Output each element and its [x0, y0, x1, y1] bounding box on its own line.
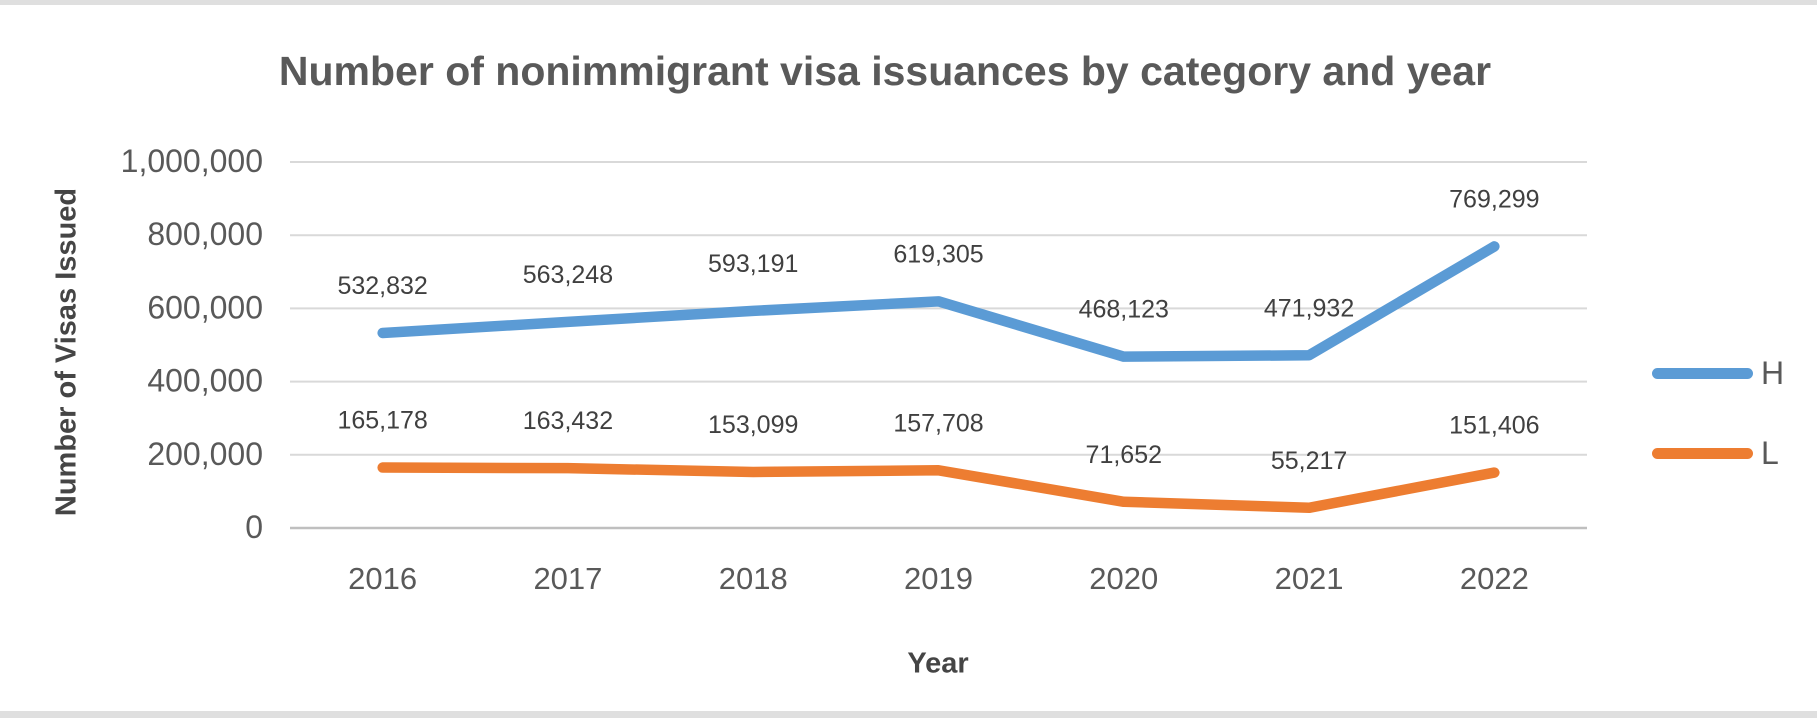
data-label-L-2020: 71,652	[1086, 441, 1162, 469]
data-label-L-2022: 151,406	[1449, 412, 1539, 440]
legend-item-H: H	[1652, 354, 1784, 392]
data-label-L-2021: 55,217	[1271, 447, 1347, 475]
x-tick-label: 2019	[904, 561, 973, 596]
data-label-H-2022: 769,299	[1449, 185, 1539, 213]
y-tick-label: 800,000	[147, 216, 263, 252]
data-label-H-2016: 532,832	[337, 272, 427, 300]
legend-label-H: H	[1761, 354, 1785, 391]
x-tick-label: 2018	[719, 561, 788, 596]
y-tick-label: 200,000	[147, 436, 263, 472]
legend-marker-H	[1652, 367, 1753, 379]
x-tick-label: 2021	[1275, 561, 1344, 596]
y-tick-label: 400,000	[147, 363, 263, 399]
data-label-H-2021: 471,932	[1264, 294, 1354, 322]
legend-marker-L	[1652, 447, 1753, 459]
y-tick-label: 600,000	[147, 289, 263, 325]
window-edge-top	[0, 0, 1817, 5]
series-line-L	[377, 462, 1500, 514]
data-label-H-2018: 593,191	[708, 250, 798, 278]
window-edge-bottom	[0, 711, 1817, 718]
series-line-H	[377, 241, 1500, 362]
x-axis-title: Year	[907, 647, 969, 680]
legend-item-L: L	[1652, 434, 1784, 472]
chart-title: Number of nonimmigrant visa issuances by…	[278, 48, 1492, 94]
data-label-H-2019: 619,305	[893, 240, 983, 268]
x-tick-label: 2020	[1089, 561, 1158, 596]
x-tick-label: 2017	[533, 561, 602, 596]
x-tick-label: 2016	[348, 561, 417, 596]
data-label-H-2020: 468,123	[1079, 296, 1169, 324]
data-label-L-2016: 165,178	[337, 407, 427, 435]
y-tick-label: 0	[245, 509, 263, 545]
data-label-L-2018: 153,099	[708, 411, 798, 439]
data-label-L-2019: 157,708	[893, 409, 983, 437]
y-tick-label: 1,000,000	[121, 143, 263, 179]
data-label-H-2017: 563,248	[523, 261, 613, 289]
legend-label-L: L	[1761, 434, 1779, 471]
x-tick-label: 2022	[1460, 561, 1529, 596]
data-label-L-2017: 163,432	[523, 407, 613, 435]
